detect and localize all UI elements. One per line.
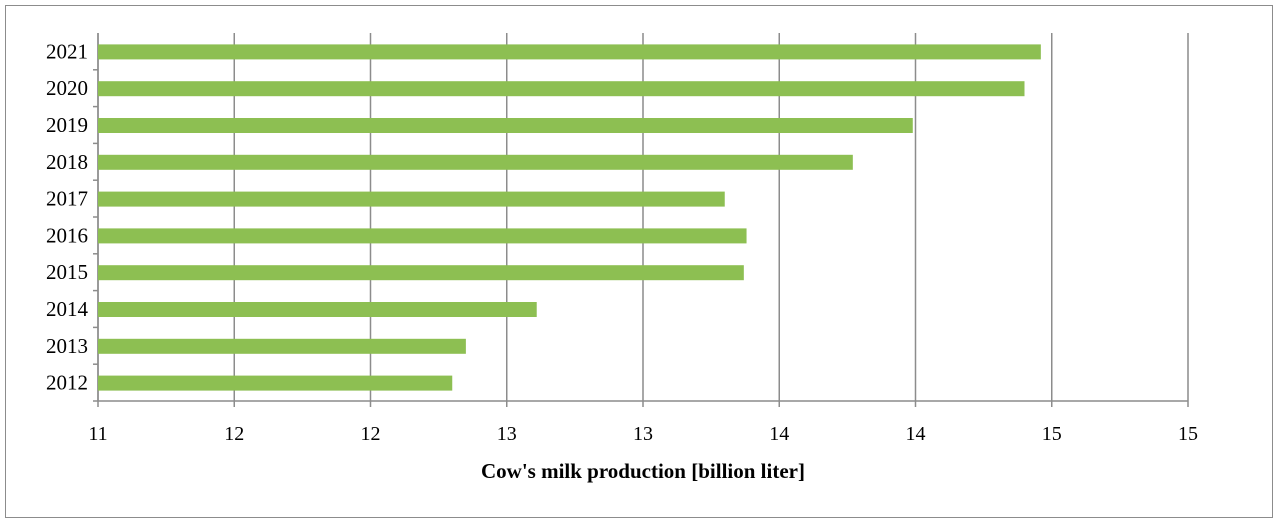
y-tick-label: 2018 bbox=[46, 150, 88, 174]
x-tick-label: 13 bbox=[497, 423, 517, 445]
chart-frame bbox=[5, 5, 1273, 518]
x-axis-title: Cow's milk production [billion liter] bbox=[481, 459, 805, 483]
y-tick-label: 2012 bbox=[46, 371, 88, 395]
x-tick-label: 14 bbox=[906, 423, 926, 445]
bar-2014 bbox=[98, 302, 537, 317]
y-tick-label: 2020 bbox=[46, 76, 88, 100]
x-tick-label: 15 bbox=[1042, 423, 1062, 445]
y-tick-label: 2014 bbox=[46, 297, 89, 321]
bar-2013 bbox=[98, 338, 466, 354]
bar-2019 bbox=[98, 118, 913, 133]
x-tick-label: 14 bbox=[769, 423, 789, 445]
bar-2017 bbox=[98, 191, 725, 207]
y-tick-label: 2019 bbox=[46, 113, 88, 137]
x-tick-label: 12 bbox=[361, 423, 381, 445]
x-tick-label: 12 bbox=[224, 423, 244, 445]
bar-2015 bbox=[98, 265, 744, 281]
y-tick-label: 2013 bbox=[46, 334, 88, 358]
bar-2018 bbox=[98, 154, 853, 170]
y-tick-label: 2015 bbox=[46, 260, 88, 284]
bar-2021 bbox=[98, 44, 1041, 60]
bar-2020 bbox=[98, 81, 1025, 97]
x-tick-label: 13 bbox=[633, 423, 653, 445]
x-tick-label: 11 bbox=[88, 423, 107, 445]
y-tick-label: 2016 bbox=[46, 223, 88, 247]
y-tick-label: 2021 bbox=[46, 39, 88, 63]
y-tick-label: 2017 bbox=[46, 187, 88, 211]
bar-2012 bbox=[98, 375, 453, 391]
bar-2016 bbox=[98, 228, 747, 244]
x-tick-label: 15 bbox=[1178, 423, 1198, 445]
